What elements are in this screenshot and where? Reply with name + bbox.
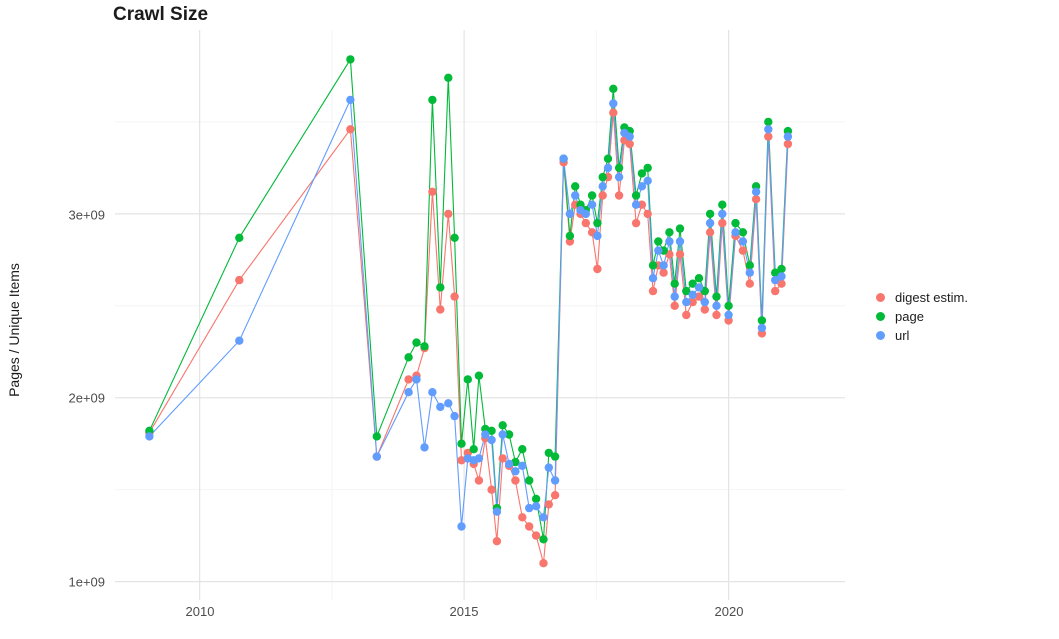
y-tick-label-3e09: 3e+09 [68, 207, 105, 223]
legend-label-page: page [895, 309, 924, 324]
legend-label-digest-estim: digest estim. [895, 290, 968, 305]
x-tick-label-2010: 2010 [185, 604, 215, 619]
page-point-icon [876, 312, 885, 321]
legend-label-url: url [895, 328, 910, 343]
y-tick-label-2e09: 2e+09 [68, 390, 105, 406]
legend-item-digest-estim: digest estim. [876, 288, 968, 307]
y-axis-title: Pages / Unique Items [6, 263, 22, 397]
legend-item-page: page [876, 307, 968, 326]
digest-estim-point-icon [876, 293, 885, 302]
chart-title: Crawl Size [113, 4, 209, 25]
legend: digest estim. page url [876, 288, 968, 345]
y-tick-label-1e09: 1e+09 [68, 574, 105, 590]
x-tick-label-2015: 2015 [449, 604, 479, 619]
url-point-icon [876, 331, 885, 340]
legend-item-url: url [876, 326, 968, 345]
x-tick-label-2020: 2020 [714, 604, 744, 619]
